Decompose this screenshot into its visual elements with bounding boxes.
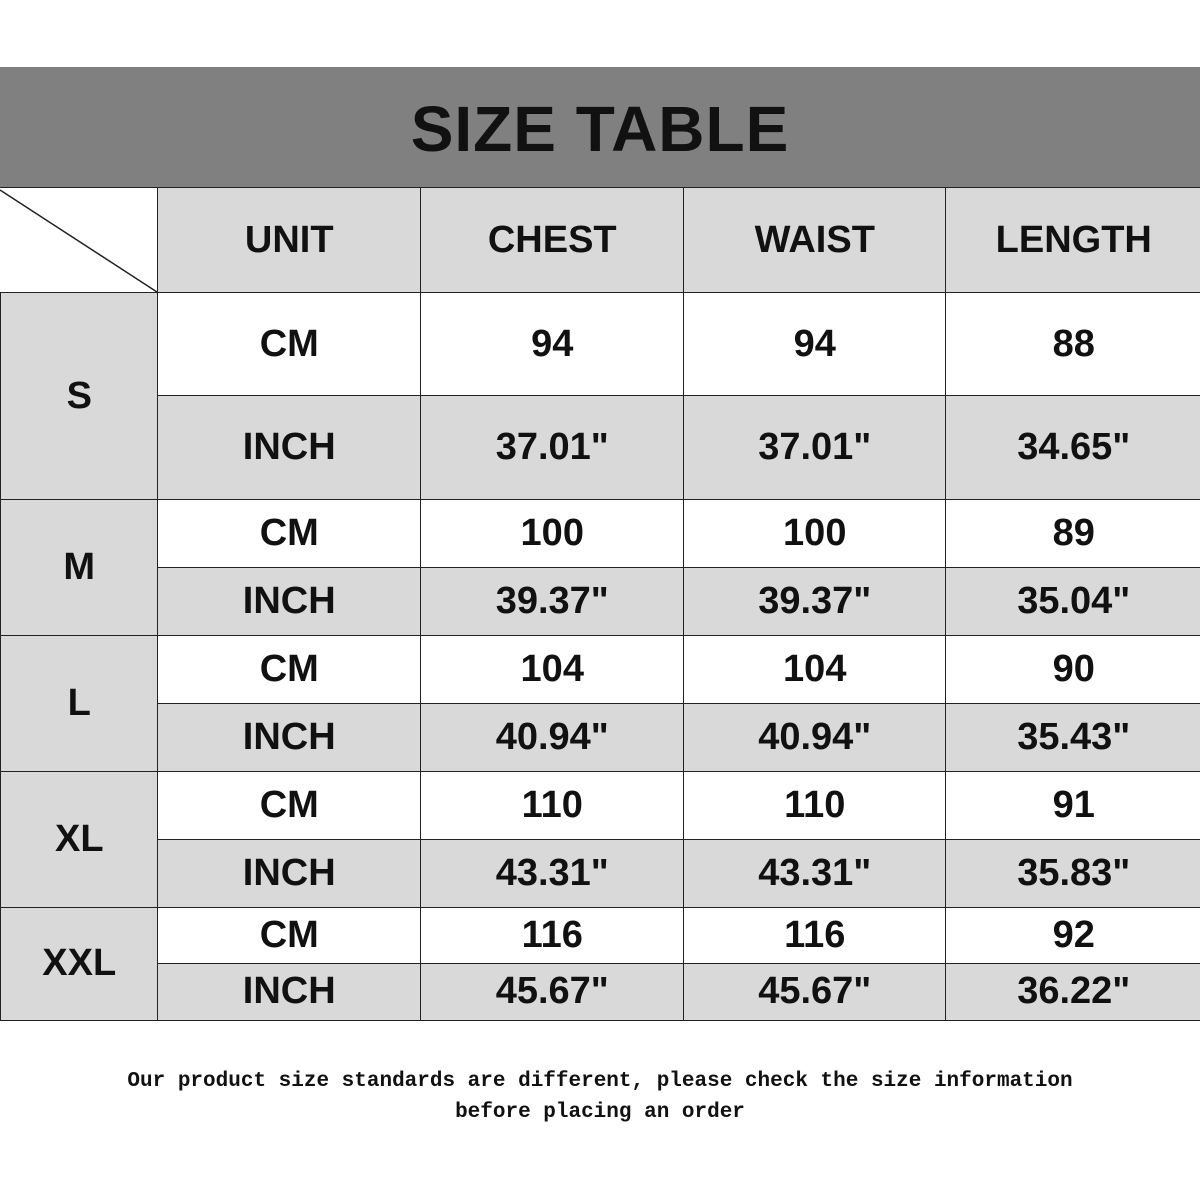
value-cell-waist: 45.67": [683, 963, 947, 1021]
value-cell-waist: 40.94": [683, 703, 947, 773]
diagonal-line: [0, 189, 158, 293]
column-header-waist: WAIST: [683, 187, 947, 294]
size-label-m: M: [0, 499, 159, 637]
size-label-xl: XL: [0, 771, 159, 909]
page-title: SIZE TABLE: [410, 93, 790, 165]
value-cell-waist: 100: [683, 499, 947, 569]
unit-cell: CM: [157, 499, 422, 569]
value-cell-length: 92: [945, 907, 1200, 965]
size-label-xxl: XXL: [0, 907, 159, 1021]
value-cell-length: 35.43": [945, 703, 1200, 773]
value-cell-length: 35.04": [945, 567, 1200, 637]
value-cell-chest: 94: [420, 292, 685, 397]
value-cell-waist: 43.31": [683, 839, 947, 909]
value-cell-waist: 39.37": [683, 567, 947, 637]
value-cell-chest: 43.31": [420, 839, 685, 909]
unit-cell: INCH: [157, 839, 422, 909]
size-note-line-1: Our product size standards are different…: [127, 1070, 1073, 1093]
value-cell-length: 91: [945, 771, 1200, 841]
value-cell-length: 88: [945, 292, 1200, 397]
value-cell-length: 35.83": [945, 839, 1200, 909]
value-cell-chest: 100: [420, 499, 685, 569]
value-cell-length: 36.22": [945, 963, 1200, 1021]
value-cell-chest: 116: [420, 907, 685, 965]
value-cell-waist: 94: [683, 292, 947, 397]
value-cell-waist: 116: [683, 907, 947, 965]
column-header-length: LENGTH: [945, 187, 1200, 294]
unit-cell: CM: [157, 907, 422, 965]
size-note-line-2: before placing an order: [455, 1101, 745, 1124]
size-label-l: L: [0, 635, 159, 773]
unit-cell: INCH: [157, 963, 422, 1021]
value-cell-waist: 104: [683, 635, 947, 705]
unit-cell: INCH: [157, 567, 422, 637]
unit-cell: CM: [157, 292, 422, 397]
title-band: SIZE TABLE: [0, 67, 1200, 187]
size-label-s: S: [0, 292, 159, 501]
value-cell-chest: 40.94": [420, 703, 685, 773]
value-cell-chest: 110: [420, 771, 685, 841]
column-header-unit: UNIT: [157, 187, 422, 294]
unit-cell: INCH: [157, 395, 422, 501]
column-header-chest: CHEST: [420, 187, 685, 294]
unit-cell: INCH: [157, 703, 422, 773]
unit-cell: CM: [157, 771, 422, 841]
value-cell-chest: 104: [420, 635, 685, 705]
value-cell-waist: 110: [683, 771, 947, 841]
unit-cell: CM: [157, 635, 422, 705]
size-note: Our product size standards are different…: [0, 1066, 1200, 1128]
value-cell-waist: 37.01": [683, 395, 947, 501]
value-cell-length: 34.65": [945, 395, 1200, 501]
value-cell-length: 90: [945, 635, 1200, 705]
corner-cell: [0, 187, 158, 293]
value-cell-chest: 45.67": [420, 963, 685, 1021]
value-cell-chest: 37.01": [420, 395, 685, 501]
value-cell-chest: 39.37": [420, 567, 685, 637]
value-cell-length: 89: [945, 499, 1200, 569]
